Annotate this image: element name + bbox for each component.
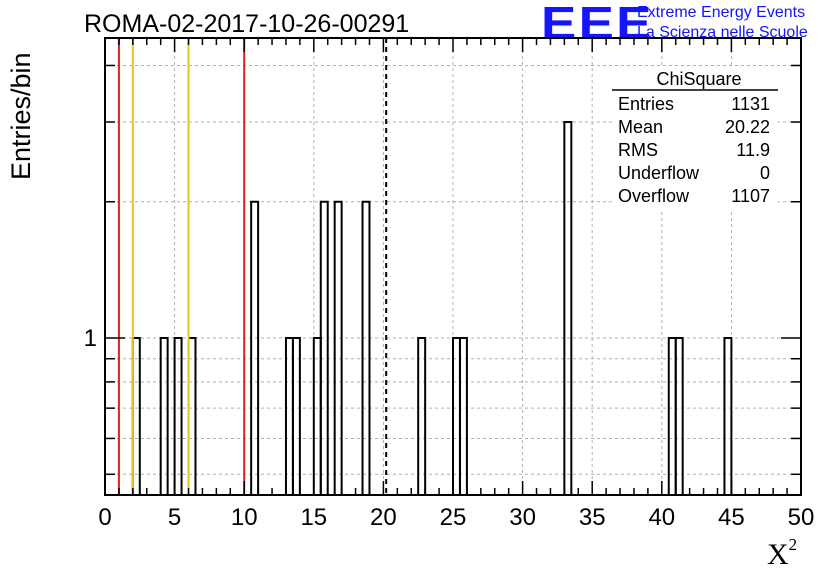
x-axis-label-base: X	[767, 538, 789, 571]
x-tick-label: 0	[98, 504, 111, 531]
stats-box-background	[612, 68, 778, 209]
histogram-bin	[187, 337, 197, 495]
brand-line-2: La Scienza nelle Scuole	[637, 24, 808, 41]
x-tick-label: 35	[579, 504, 606, 531]
histogram-bin	[417, 337, 427, 495]
histogram-bin	[452, 337, 461, 495]
histogram-bin	[674, 337, 684, 495]
stats-label: Entries	[618, 94, 674, 114]
stats-label: Overflow	[618, 186, 690, 206]
stats-value: 20.22	[725, 117, 770, 137]
stats-value: 0	[760, 163, 770, 183]
stats-label: Underflow	[618, 163, 700, 183]
stats-label: RMS	[618, 140, 658, 160]
x-tick-label: 5	[168, 504, 181, 531]
x-tick-label: 20	[370, 504, 397, 531]
histogram-bin	[723, 337, 733, 495]
brand-line-1: Extreme Energy Events	[637, 4, 806, 21]
stats-label: Mean	[618, 117, 663, 137]
histogram-bin	[284, 337, 294, 495]
histogram-bin	[291, 337, 301, 495]
y-axis-label: Entries/bin	[6, 52, 36, 180]
run-title: ROMA-02-2017-10-26-00291	[84, 10, 410, 38]
histogram-bin	[250, 200, 260, 495]
stats-value: 1131	[731, 94, 770, 114]
x-axis-label-superscript: 2	[788, 535, 798, 554]
histogram-bin	[312, 337, 322, 495]
x-tick-label: 40	[648, 504, 675, 531]
histogram-bin	[319, 200, 329, 495]
x-tick-label: 15	[300, 504, 327, 531]
histogram-bin	[667, 337, 677, 495]
stats-box-title: ChiSquare	[656, 69, 741, 89]
stats-value: 1107	[731, 186, 770, 206]
x-tick-label: 45	[718, 504, 745, 531]
histogram-bin	[361, 200, 371, 495]
x-tick-label: 10	[231, 504, 258, 531]
y-tick-label: 1	[84, 325, 97, 352]
x-tick-label: 30	[509, 504, 536, 531]
histogram-bin	[173, 337, 183, 495]
histogram-bin	[458, 337, 468, 495]
stats-value: 11.9	[736, 140, 770, 160]
x-tick-label: 25	[440, 504, 467, 531]
x-axis-label: X2	[767, 535, 797, 572]
histogram-bin	[159, 337, 169, 495]
x-tick-label: 50	[788, 504, 815, 531]
histogram-bin	[563, 121, 573, 495]
histogram-bin	[333, 200, 343, 495]
histogram-bin	[131, 337, 141, 495]
